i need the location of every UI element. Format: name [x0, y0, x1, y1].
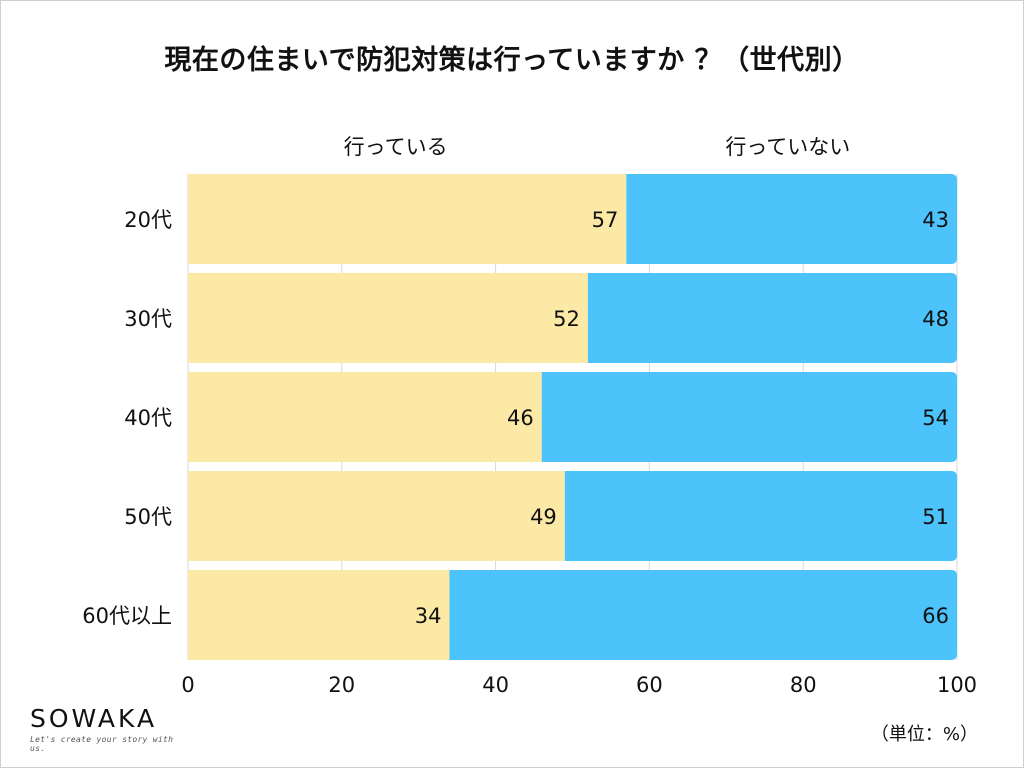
- value-label-0-1: 52: [553, 307, 580, 331]
- bar-1-2: [541, 372, 957, 462]
- x-tick-label-20: 20: [328, 673, 355, 697]
- category-label-3: 50代: [124, 505, 172, 529]
- category-label-0: 20代: [124, 208, 172, 232]
- category-label-4: 60代以上: [82, 604, 172, 628]
- brand-tagline: Let's create your story with us.: [30, 735, 174, 753]
- value-label-1-0: 43: [922, 208, 949, 232]
- brand-name: SOWAKA: [30, 704, 158, 733]
- x-tick-label-80: 80: [790, 673, 817, 697]
- value-label-0-4: 34: [415, 604, 442, 628]
- value-label-1-2: 54: [922, 406, 949, 430]
- chart-title: 現在の住まいで防犯対策は行っていますか ？（世代別）: [164, 45, 860, 76]
- value-label-1-1: 48: [922, 307, 949, 331]
- category-label-1: 30代: [124, 307, 172, 331]
- value-label-0-3: 49: [530, 505, 557, 529]
- bar-1-3: [564, 471, 957, 561]
- x-tick-label-40: 40: [482, 673, 509, 697]
- legend-label-1: 行っていない: [725, 135, 850, 159]
- value-label-0-0: 57: [592, 208, 619, 232]
- x-tick-label-100: 100: [937, 673, 977, 697]
- unit-note: （単位：%）: [870, 724, 978, 745]
- value-label-1-4: 66: [922, 604, 949, 628]
- bar-0-3: [188, 471, 565, 561]
- x-tick-label-0: 0: [181, 673, 194, 697]
- bar-1-1: [587, 273, 957, 363]
- brand-logo: SOWAKA Let's create your story with us.: [30, 704, 190, 754]
- x-tick-label-60: 60: [636, 673, 663, 697]
- bar-0-1: [188, 273, 588, 363]
- bar-0-0: [188, 174, 627, 264]
- value-label-1-3: 51: [922, 505, 949, 529]
- bar-0-2: [188, 372, 542, 462]
- category-label-2: 40代: [124, 406, 172, 430]
- bar-0-4: [188, 570, 450, 660]
- bar-1-4: [449, 570, 957, 660]
- bar-1-0: [626, 174, 957, 264]
- legend-label-0: 行っている: [344, 135, 448, 159]
- value-label-0-2: 46: [507, 406, 534, 430]
